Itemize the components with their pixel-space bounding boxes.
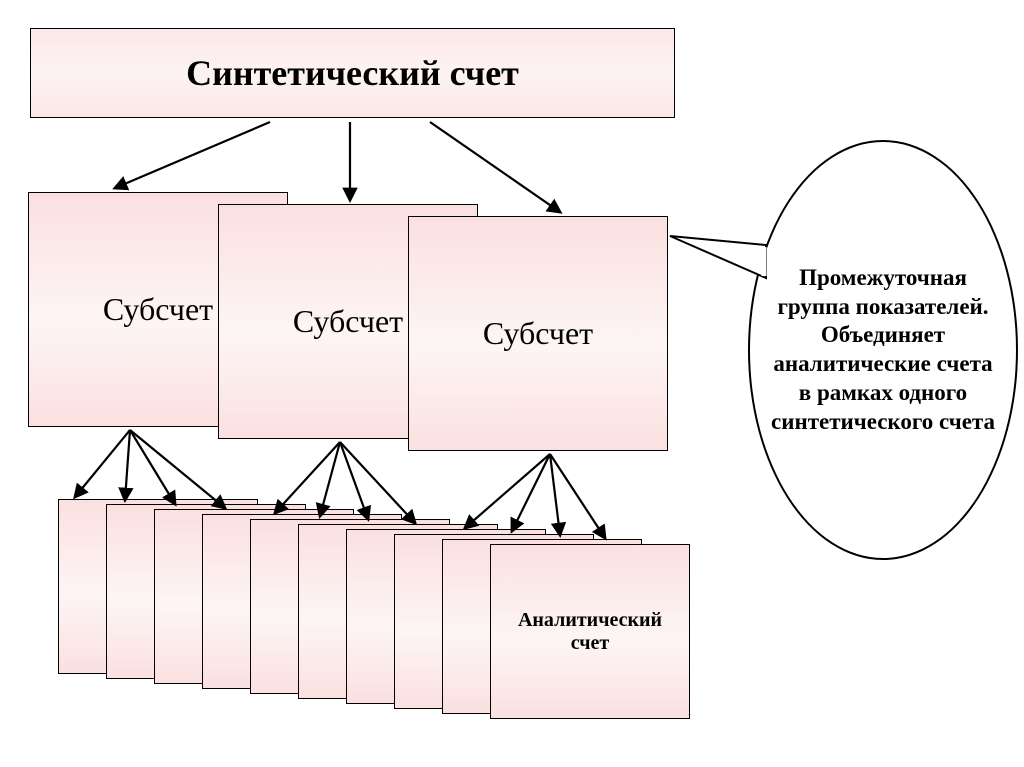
subaccount-label-3: Субсчет bbox=[483, 315, 593, 352]
callout-text: Промежуточная группа показателей. Объеди… bbox=[768, 264, 998, 437]
subaccount-label-1: Субсчет bbox=[103, 291, 213, 328]
analytic-label: Аналитический счет bbox=[518, 609, 662, 655]
subaccount-box-3: Субсчет bbox=[408, 216, 668, 451]
analytic-box: Аналитический счет bbox=[490, 544, 690, 719]
synthetic-account-box: Синтетический счет bbox=[30, 28, 675, 118]
callout-ellipse: Промежуточная группа показателей. Объеди… bbox=[748, 140, 1018, 560]
synthetic-account-label: Синтетический счет bbox=[186, 52, 519, 94]
subaccount-label-2: Субсчет bbox=[293, 303, 403, 340]
